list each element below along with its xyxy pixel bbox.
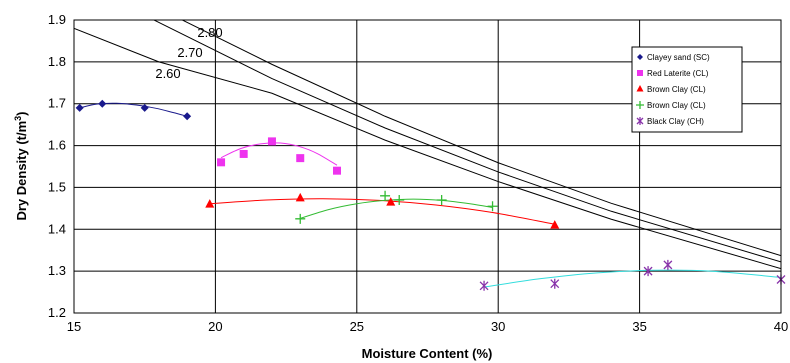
tick-labels: 15 20 25 30 35 40 1.2 1.3 1.4 1.5 1.6 1.7 1.8 1.9: [48, 12, 788, 334]
x-tick-label: 35: [632, 319, 646, 334]
saturation-label-2.80: 2.80: [197, 25, 222, 40]
point-series-1: [183, 112, 192, 121]
y-tick-label: 1.2: [48, 305, 66, 320]
x-tick-label: 40: [774, 319, 788, 334]
legend-marker: [637, 70, 643, 76]
y-axis-label-end: ): [14, 111, 29, 115]
y-axis-label-superscript: 3: [13, 116, 23, 121]
y-tick-label: 1.5: [48, 179, 66, 194]
point-series-4: [487, 201, 498, 212]
point-series-1: [75, 103, 84, 112]
saturation-labels: 2.80 2.70 2.60: [155, 25, 222, 81]
legend-box: [631, 46, 743, 133]
point-series-2: [296, 154, 305, 163]
saturation-label-2.70: 2.70: [177, 45, 202, 60]
x-tick-label: 20: [208, 319, 222, 334]
point-series-5: [479, 280, 489, 291]
x-tick-label: 30: [491, 319, 505, 334]
point-series-4: [295, 213, 306, 224]
x-tick-label: 25: [350, 319, 364, 334]
y-tick-label: 1.7: [48, 96, 66, 111]
legend-entry: Red Laterite (CL): [647, 69, 709, 78]
point-series-3: [386, 197, 396, 206]
trend-line-series-1: [79, 102, 188, 117]
point-series-4: [436, 194, 447, 205]
legend-entry: Clayey sand (SC): [647, 53, 710, 62]
saturation-lines: [74, 20, 781, 270]
point-series-2: [333, 166, 342, 175]
point-series-1: [98, 99, 107, 108]
saturation-line-2.60: [74, 27, 781, 270]
point-series-4: [394, 194, 405, 205]
saturation-line-2.70: [152, 20, 781, 263]
y-tick-label: 1.6: [48, 138, 66, 153]
legend: Clayey sand (SC) Red Laterite (CL) Brown C…: [631, 46, 743, 133]
trend-lines: [79, 102, 782, 288]
saturation-label-2.60: 2.60: [155, 66, 180, 81]
point-series-5: [643, 266, 653, 277]
point-series-5: [550, 278, 560, 289]
point-series-3: [205, 199, 215, 208]
legend-entry: Black Clay (CH): [647, 117, 704, 126]
saturation-line-2.80: [181, 20, 781, 257]
data-points: [75, 99, 786, 291]
y-tick-label: 1.8: [48, 54, 66, 69]
y-tick-label: 1.3: [48, 263, 66, 278]
x-axis-label: Moisture Content (%): [362, 346, 493, 361]
point-series-2: [239, 149, 248, 158]
point-series-3: [295, 192, 305, 202]
x-tick-label: 15: [67, 319, 81, 334]
legend-entry: Brown Clay (CL): [647, 85, 706, 94]
trend-line-series-2: [220, 142, 338, 166]
point-series-4: [380, 190, 391, 201]
point-series-2: [217, 158, 226, 167]
trend-line-series-5: [483, 269, 782, 288]
y-tick-label: 1.9: [48, 12, 66, 27]
legend-marker: [636, 101, 644, 109]
point-series-1: [140, 103, 149, 112]
y-axis-label: Dry Density (t/m3): [13, 111, 29, 220]
legend-marker: [637, 54, 643, 60]
point-series-5: [663, 259, 673, 270]
point-series-3: [550, 220, 560, 229]
legend-marker: [636, 117, 644, 125]
legend-marker: [636, 85, 644, 92]
plot-border: [73, 19, 782, 314]
legend-entry: Brown Clay (CL): [647, 101, 706, 110]
point-series-2: [267, 137, 276, 146]
y-tick-label: 1.4: [48, 221, 66, 236]
